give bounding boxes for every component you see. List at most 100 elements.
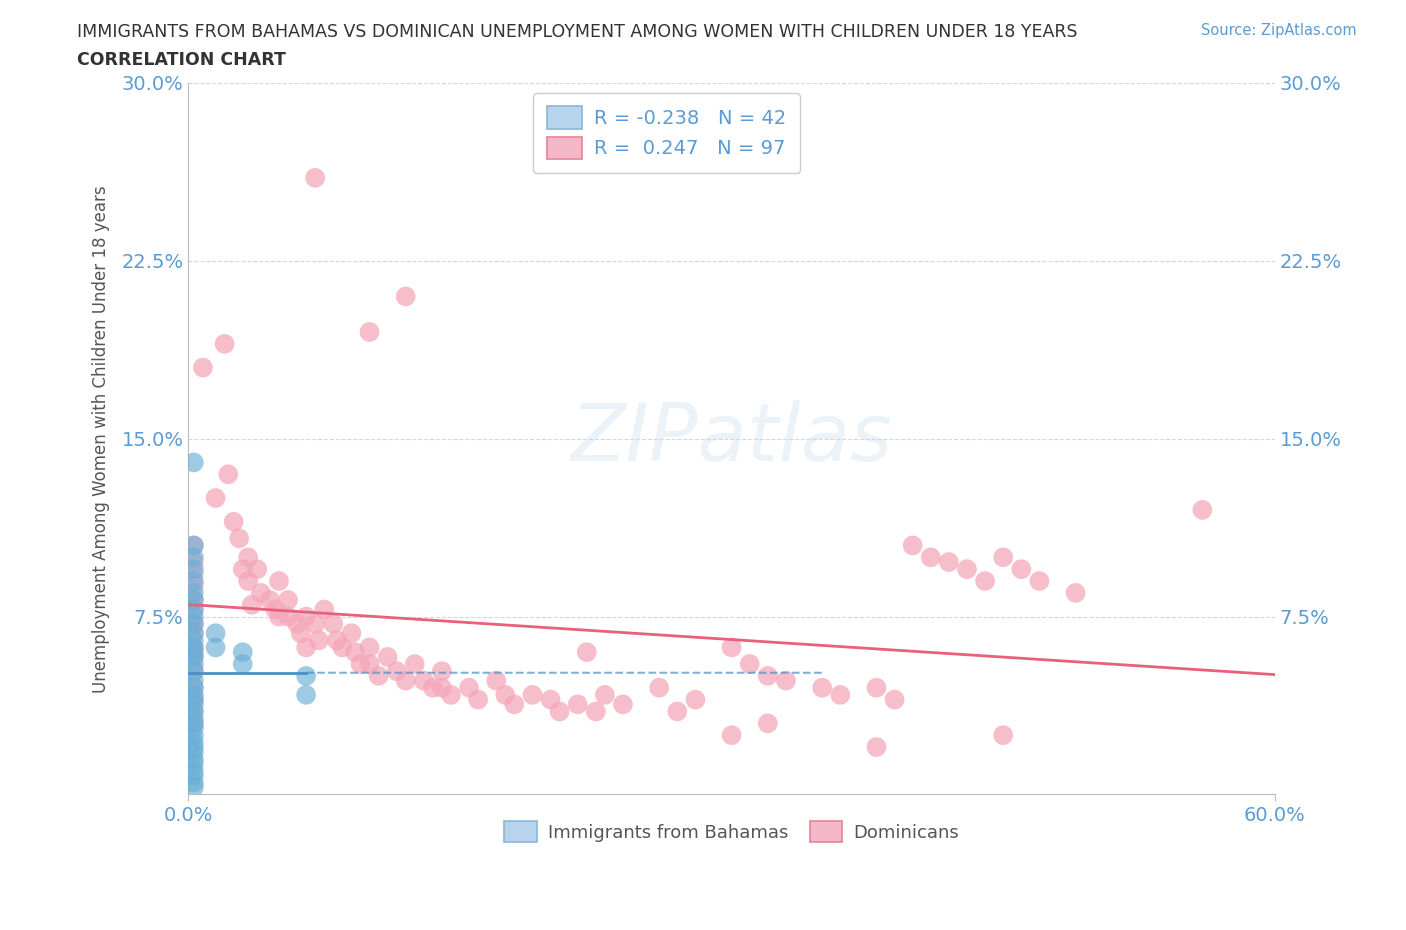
Point — [295, 669, 318, 684]
Point — [330, 640, 353, 655]
Legend: Immigrants from Bahamas, Dominicans: Immigrants from Bahamas, Dominicans — [498, 814, 966, 849]
Point — [395, 673, 418, 688]
Point — [183, 649, 205, 664]
Point — [412, 673, 434, 688]
Point — [367, 669, 389, 684]
Point — [720, 728, 742, 743]
Text: Source: ZipAtlas.com: Source: ZipAtlas.com — [1201, 23, 1357, 38]
Point — [238, 574, 260, 589]
Point — [343, 644, 366, 659]
Point — [238, 550, 260, 565]
Point — [183, 704, 205, 719]
Point — [385, 664, 408, 679]
Point — [548, 704, 571, 719]
Point — [183, 550, 205, 565]
Point — [883, 692, 905, 707]
Point — [183, 626, 205, 641]
Point — [956, 562, 979, 577]
Point — [430, 681, 453, 696]
Point — [304, 617, 326, 631]
Point — [183, 751, 205, 766]
Point — [295, 640, 318, 655]
Point — [183, 649, 205, 664]
Point — [183, 640, 205, 655]
Point — [308, 633, 330, 648]
Point — [183, 681, 205, 696]
Point — [340, 626, 363, 641]
Point — [183, 664, 205, 679]
Point — [183, 776, 205, 790]
Point — [467, 692, 489, 707]
Point — [183, 554, 205, 569]
Point — [920, 550, 942, 565]
Text: IMMIGRANTS FROM BAHAMAS VS DOMINICAN UNEMPLOYMENT AMONG WOMEN WITH CHILDREN UNDE: IMMIGRANTS FROM BAHAMAS VS DOMINICAN UNE… — [77, 23, 1078, 41]
Point — [440, 687, 463, 702]
Point — [250, 586, 273, 601]
Point — [1064, 586, 1087, 601]
Point — [191, 360, 214, 375]
Point — [232, 657, 254, 671]
Point — [183, 692, 205, 707]
Point — [430, 664, 453, 679]
Point — [865, 681, 887, 696]
Point — [214, 337, 236, 352]
Point — [938, 554, 960, 569]
Point — [183, 711, 205, 726]
Point — [322, 617, 344, 631]
Point — [183, 728, 205, 743]
Point — [295, 609, 318, 624]
Point — [183, 780, 205, 795]
Point — [612, 697, 634, 711]
Point — [404, 657, 426, 671]
Point — [183, 721, 205, 736]
Text: CORRELATION CHART: CORRELATION CHART — [77, 51, 287, 69]
Point — [246, 562, 269, 577]
Point — [1028, 574, 1050, 589]
Point — [183, 617, 205, 631]
Point — [183, 739, 205, 754]
Point — [993, 728, 1015, 743]
Point — [183, 768, 205, 783]
Point — [458, 681, 481, 696]
Point — [183, 657, 205, 671]
Point — [183, 609, 205, 624]
Point — [267, 574, 290, 589]
Point — [183, 673, 205, 688]
Point — [183, 692, 205, 707]
Point — [290, 626, 312, 641]
Point — [575, 644, 598, 659]
Point — [314, 602, 336, 617]
Text: ZIPatlas: ZIPatlas — [571, 400, 893, 478]
Point — [494, 687, 516, 702]
Point — [267, 609, 290, 624]
Point — [865, 739, 887, 754]
Point — [183, 538, 205, 552]
Point — [377, 649, 399, 664]
Point — [183, 617, 205, 631]
Point — [974, 574, 997, 589]
Point — [228, 531, 250, 546]
Point — [183, 744, 205, 759]
Point — [183, 735, 205, 750]
Point — [585, 704, 607, 719]
Point — [395, 289, 418, 304]
Point — [232, 562, 254, 577]
Point — [720, 640, 742, 655]
Point — [183, 566, 205, 581]
Point — [485, 673, 508, 688]
Y-axis label: Unemployment Among Women with Children Under 18 years: Unemployment Among Women with Children U… — [93, 185, 110, 693]
Point — [738, 657, 761, 671]
Point — [304, 170, 326, 185]
Point — [183, 602, 205, 617]
Point — [183, 716, 205, 731]
Point — [503, 697, 526, 711]
Point — [183, 633, 205, 648]
Point — [540, 692, 562, 707]
Point — [204, 626, 226, 641]
Point — [183, 626, 205, 641]
Point — [277, 592, 299, 607]
Point — [232, 644, 254, 659]
Point — [901, 538, 924, 552]
Point — [183, 574, 205, 589]
Point — [183, 764, 205, 778]
